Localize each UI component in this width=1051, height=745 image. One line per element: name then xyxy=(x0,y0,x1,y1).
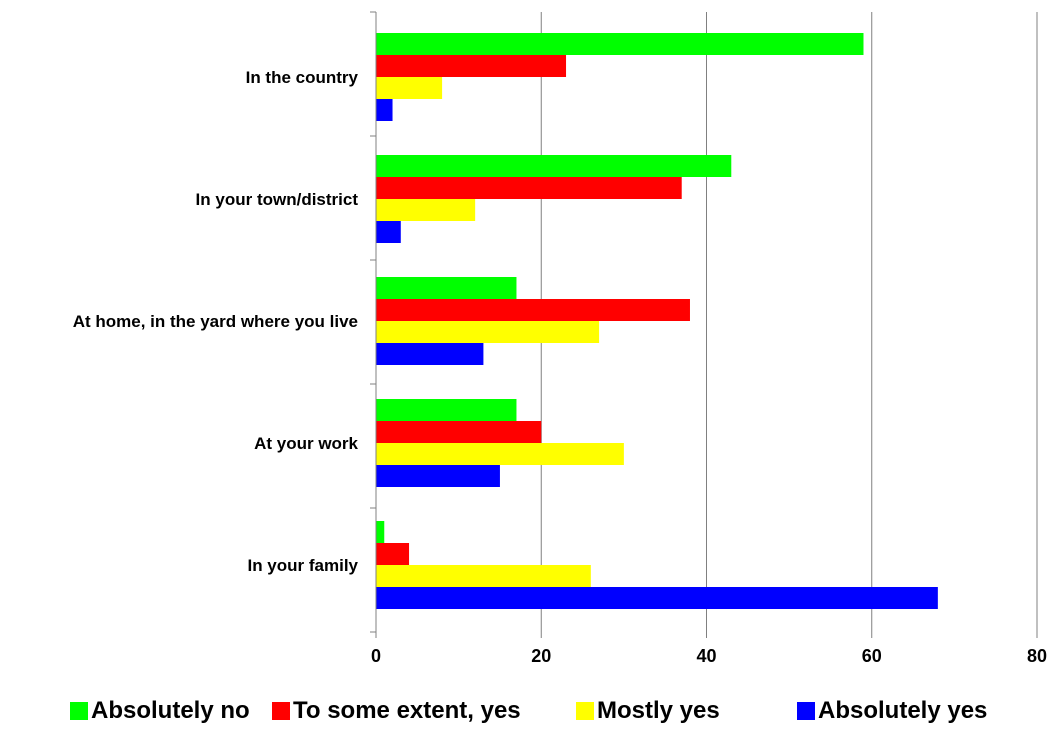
bar-absolutely-yes xyxy=(376,343,484,365)
bar-absolutely-no xyxy=(376,155,732,177)
bar-to-some-extent-yes xyxy=(376,421,542,443)
category-label: At home, in the yard where you live xyxy=(73,312,358,331)
x-tick-label: 20 xyxy=(531,646,551,666)
bar-mostly-yes xyxy=(376,321,600,343)
legend-label: Absolutely no xyxy=(91,697,250,724)
legend-swatch xyxy=(70,702,88,720)
bar-absolutely-yes xyxy=(376,465,500,487)
bar-absolutely-yes xyxy=(376,221,401,243)
legend-swatch xyxy=(272,702,290,720)
bar-absolutely-yes xyxy=(376,99,393,121)
bar-to-some-extent-yes xyxy=(376,177,682,199)
bar-absolutely-no xyxy=(376,399,517,421)
gridlines xyxy=(540,12,1038,632)
legend-label: Mostly yes xyxy=(597,697,720,724)
bar-absolutely-no xyxy=(376,277,517,299)
x-tick-label: 40 xyxy=(696,646,716,666)
category-label: In your family xyxy=(247,556,358,575)
x-tick-label: 0 xyxy=(371,646,381,666)
legend-label: Absolutely yes xyxy=(818,697,987,724)
bar-mostly-yes xyxy=(376,443,624,465)
bar-to-some-extent-yes xyxy=(376,543,410,565)
category-label: In the country xyxy=(246,68,359,87)
x-tick-label: 60 xyxy=(862,646,882,666)
bar-mostly-yes xyxy=(376,565,591,587)
x-tick-labels: 0 20 40 60 80 xyxy=(371,646,1047,666)
legend: Absolutely no To some extent, yes Mostly y… xyxy=(70,697,987,724)
category-labels: In the country In your town/district At ho… xyxy=(73,68,359,575)
category-label: At your work xyxy=(254,434,358,453)
bar-mostly-yes xyxy=(376,199,476,221)
bar-mostly-yes xyxy=(376,77,443,99)
category-label: In your town/district xyxy=(196,190,359,209)
bar-to-some-extent-yes xyxy=(376,299,690,321)
bar-absolutely-no xyxy=(376,521,385,543)
legend-swatch xyxy=(797,702,815,720)
bar-absolutely-yes xyxy=(376,587,938,609)
legend-swatch xyxy=(576,702,594,720)
bars xyxy=(376,33,938,609)
bar-absolutely-no xyxy=(376,33,864,55)
axes xyxy=(370,11,1038,638)
x-tick-label: 80 xyxy=(1027,646,1047,666)
bar-to-some-extent-yes xyxy=(376,55,567,77)
legend-label: To some extent, yes xyxy=(293,697,521,724)
